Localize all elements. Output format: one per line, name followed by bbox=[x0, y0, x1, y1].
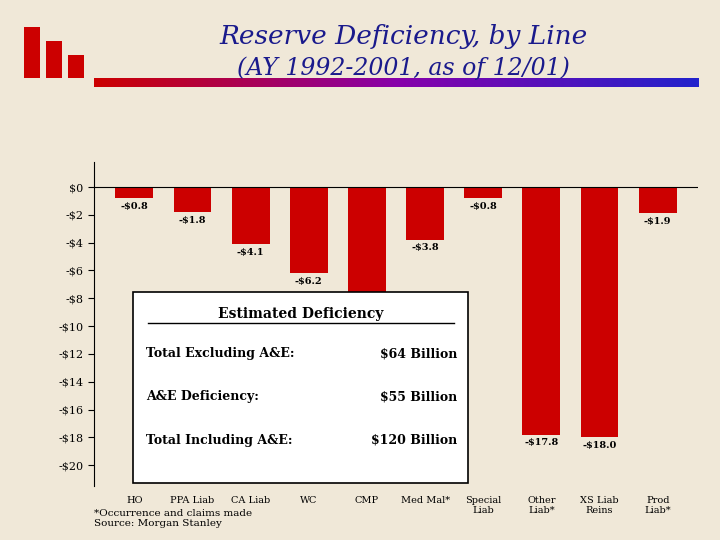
Text: -$0.8: -$0.8 bbox=[469, 201, 497, 211]
Text: Total Including A&E:: Total Including A&E: bbox=[146, 434, 292, 447]
Bar bbox=[348, 187, 386, 314]
Text: Estimated Deficiency: Estimated Deficiency bbox=[218, 307, 383, 321]
Text: Total Excluding A&E:: Total Excluding A&E: bbox=[146, 347, 294, 360]
Text: Reserve Deficiency, by Line: Reserve Deficiency, by Line bbox=[219, 24, 588, 49]
Text: $120 Billion: $120 Billion bbox=[371, 434, 457, 447]
Text: -$6.2: -$6.2 bbox=[295, 276, 323, 286]
Text: -$4.1: -$4.1 bbox=[237, 247, 264, 256]
Text: -$1.8: -$1.8 bbox=[179, 215, 206, 225]
Text: -$17.8: -$17.8 bbox=[524, 438, 559, 447]
Text: (AY 1992-2001, as of 12/01): (AY 1992-2001, as of 12/01) bbox=[237, 57, 570, 80]
Text: -$18.0: -$18.0 bbox=[582, 441, 617, 450]
Bar bbox=[580, 187, 618, 437]
Text: -$0.8: -$0.8 bbox=[120, 201, 148, 211]
Bar bbox=[406, 187, 444, 240]
Text: -$3.8: -$3.8 bbox=[411, 244, 439, 252]
Bar bbox=[46, 41, 62, 78]
Bar bbox=[523, 187, 560, 435]
Bar bbox=[464, 187, 502, 198]
Bar bbox=[174, 187, 212, 212]
Bar bbox=[115, 187, 153, 198]
Text: -$9.1: -$9.1 bbox=[354, 317, 381, 326]
Bar bbox=[232, 187, 269, 244]
Bar bbox=[639, 187, 677, 213]
Text: $55 Billion: $55 Billion bbox=[380, 390, 457, 403]
Text: $64 Billion: $64 Billion bbox=[380, 347, 457, 360]
Bar bbox=[290, 187, 328, 273]
Text: A&E Deficiency:: A&E Deficiency: bbox=[146, 390, 259, 403]
Text: -$1.9: -$1.9 bbox=[644, 217, 672, 226]
Bar bbox=[24, 26, 40, 78]
Bar bbox=[68, 55, 84, 78]
Text: *Occurrence and claims made
Source: Morgan Stanley: *Occurrence and claims made Source: Morg… bbox=[94, 509, 252, 528]
